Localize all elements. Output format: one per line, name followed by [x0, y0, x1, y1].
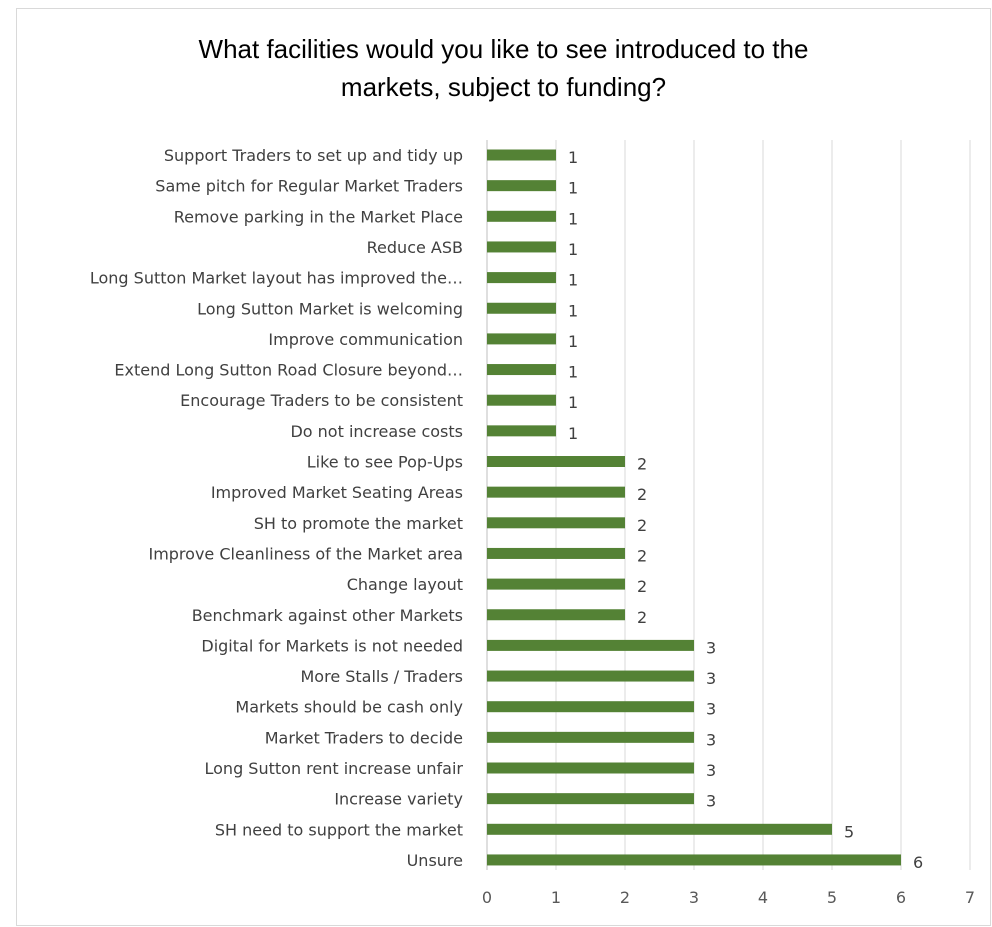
data-label: 1	[568, 332, 578, 351]
data-label: 1	[568, 179, 578, 198]
bar	[487, 394, 556, 406]
bar	[487, 180, 556, 192]
category-label: SH to promote the market	[254, 514, 463, 533]
bar	[487, 639, 694, 651]
data-label: 1	[568, 301, 578, 320]
category-label: Improve communication	[268, 330, 463, 349]
data-label: 1	[568, 271, 578, 290]
category-label: Market Traders to decide	[265, 728, 463, 747]
data-label: 3	[706, 638, 716, 657]
bar	[487, 823, 832, 835]
category-label: Long Sutton rent increase unfair	[205, 759, 464, 778]
data-label: 1	[568, 363, 578, 382]
category-label: Unsure	[407, 851, 463, 870]
data-label: 2	[637, 608, 647, 627]
data-label: 1	[568, 209, 578, 228]
bar	[487, 425, 556, 437]
category-label: Digital for Markets is not needed	[201, 636, 463, 655]
data-label: 3	[706, 792, 716, 811]
category-label: Change layout	[347, 575, 463, 594]
x-tick-label: 4	[758, 888, 768, 907]
bar	[487, 302, 556, 314]
x-tick-label: 1	[551, 888, 561, 907]
bar	[487, 149, 556, 161]
data-label: 2	[637, 455, 647, 474]
bar	[487, 793, 694, 805]
bar	[487, 272, 556, 284]
bar	[487, 762, 694, 774]
category-label: Same pitch for Regular Market Traders	[155, 177, 463, 196]
category-label: Like to see Pop-Ups	[307, 453, 463, 472]
category-label: Support Traders to set up and tidy up	[164, 146, 463, 165]
data-label: 1	[568, 424, 578, 443]
bar	[487, 670, 694, 682]
x-tick-label: 2	[620, 888, 630, 907]
data-label: 2	[637, 485, 647, 504]
bar	[487, 731, 694, 743]
data-label: 2	[637, 546, 647, 565]
bar	[487, 701, 694, 713]
data-label: 5	[844, 822, 854, 841]
bar	[487, 456, 625, 467]
bar	[487, 486, 625, 498]
data-label: 3	[706, 669, 716, 688]
data-label: 1	[568, 148, 578, 167]
data-label: 1	[568, 240, 578, 259]
x-tick-label: 6	[896, 888, 906, 907]
x-tick-label: 5	[827, 888, 837, 907]
x-tick-label: 3	[689, 888, 699, 907]
bar	[487, 241, 556, 253]
category-label: SH need to support the market	[215, 820, 463, 839]
bar	[487, 210, 556, 222]
category-label: More Stalls / Traders	[301, 667, 464, 686]
category-label: Extend Long Sutton Road Closure beyond…	[114, 361, 463, 380]
data-label: 1	[568, 393, 578, 412]
bar	[487, 517, 625, 529]
bar	[487, 547, 625, 559]
category-label: Improved Market Seating Areas	[211, 483, 463, 502]
data-label: 2	[637, 577, 647, 596]
data-label: 2	[637, 516, 647, 535]
bar	[487, 609, 625, 621]
bar	[487, 854, 901, 866]
category-label: Increase variety	[334, 790, 463, 809]
bar	[487, 333, 556, 345]
data-label: 3	[706, 761, 716, 780]
data-label: 6	[913, 853, 923, 872]
category-label: Markets should be cash only	[235, 698, 463, 717]
bar	[487, 364, 556, 376]
category-label: Long Sutton Market is welcoming	[197, 299, 463, 318]
x-tick-label: 0	[482, 888, 492, 907]
bar	[487, 578, 625, 590]
data-label: 3	[706, 730, 716, 749]
chart-title: What facilities would you like to see in…	[198, 34, 809, 102]
x-tick-label: 7	[965, 888, 975, 907]
category-label: Do not increase costs	[290, 422, 463, 441]
category-label: Encourage Traders to be consistent	[180, 391, 463, 410]
data-label: 3	[706, 700, 716, 719]
category-label: Reduce ASB	[367, 238, 463, 257]
category-label: Long Sutton Market layout has improved t…	[90, 269, 463, 288]
category-label: Remove parking in the Market Place	[174, 207, 463, 226]
category-label: Benchmark against other Markets	[192, 606, 463, 625]
category-label: Improve Cleanliness of the Market area	[148, 544, 463, 563]
